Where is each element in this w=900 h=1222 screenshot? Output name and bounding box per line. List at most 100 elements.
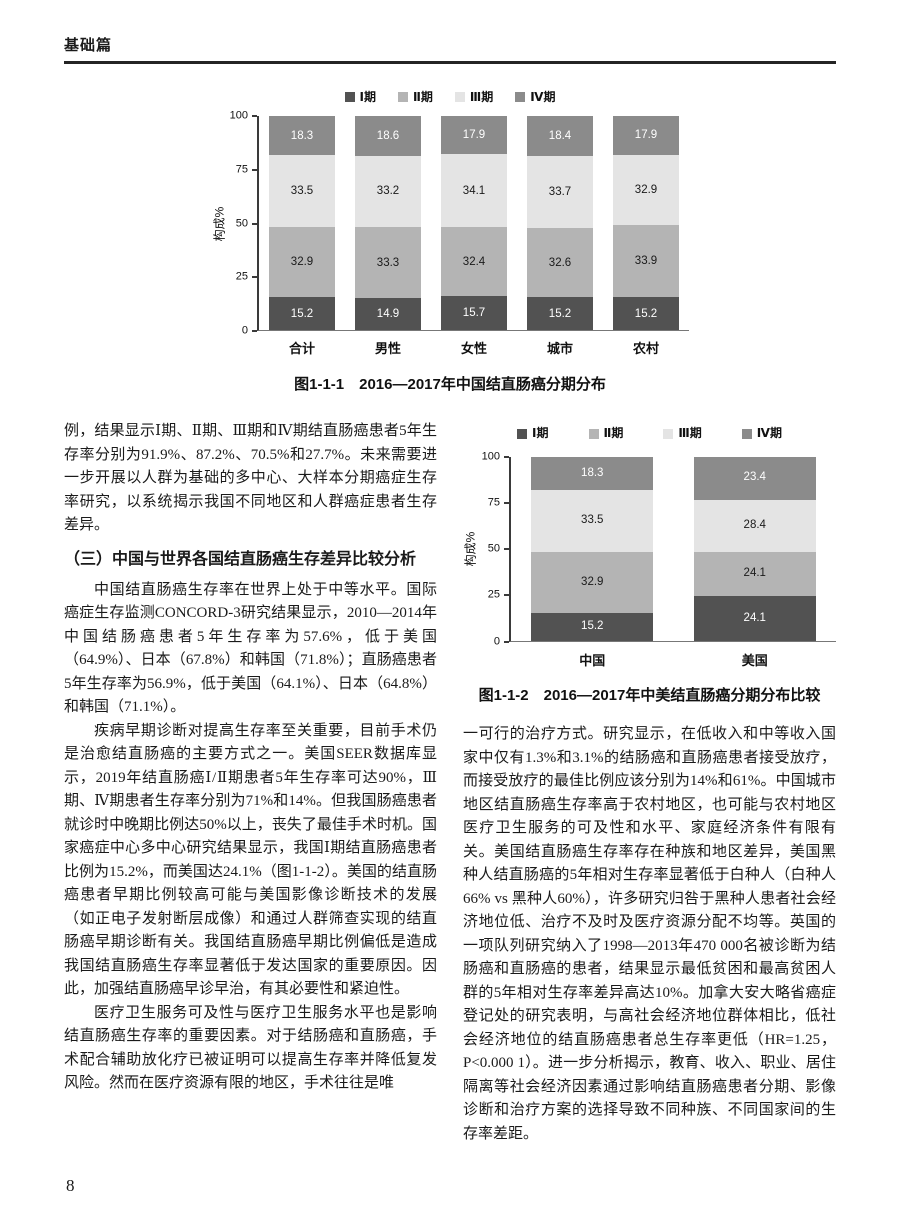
legend-label: Ⅲ期: [469, 90, 494, 104]
bar-segment: 34.1: [441, 154, 507, 228]
chart-plot-area: 构成% 0 25 50 75 100 15.2 32.9 33.5 18.3 中国 24.1 24.…: [463, 451, 836, 668]
page-number: 8: [66, 1176, 75, 1195]
left-column: 例，结果显示Ⅰ期、Ⅱ期、Ⅲ期和Ⅳ期结直肠癌患者5年生存率分别为91.9%、87.…: [64, 420, 437, 1146]
bar-segment: 33.5: [269, 155, 335, 228]
paragraph: 医疗卫生服务可及性与医疗卫生服务水平也是影响结直肠癌生存率的重要因素。对于结肠癌…: [64, 1004, 437, 1092]
paragraph: 中国结直肠癌生存率在世界上处于中等水平。国际癌症生存监测CONCORD-3研究结…: [64, 581, 437, 716]
bars-area: 15.2 32.9 33.5 18.3 合计 14.9 33.3 33.2 18.6 男性 15.7…: [257, 116, 689, 356]
bar-category-label: 男性: [374, 341, 401, 356]
right-column: Ⅰ期 Ⅱ期 Ⅲ期 Ⅳ期 构成% 0 25 50 75 100 15.2 32.9 33.5 18.3…: [463, 420, 836, 1146]
y-axis: 0 25 50 75 100: [479, 451, 509, 647]
legend-label: Ⅳ期: [756, 426, 782, 440]
subsection-heading: （三）中国与世界各国结直肠癌生存差异比较分析: [64, 550, 417, 568]
legend-swatch-icon: [454, 91, 465, 102]
bar-segment: 33.2: [355, 155, 421, 227]
bar-column: 14.9 33.3 33.2 18.6 男性: [355, 116, 421, 356]
bar-column: 15.2 32.9 33.5 18.3 合计: [269, 116, 335, 356]
bar-segment: 14.9: [355, 298, 421, 330]
section-title: 基础篇: [64, 37, 113, 54]
bar-segment: 32.4: [441, 227, 507, 297]
y-axis-tick-label: 75: [235, 163, 248, 176]
bar-segment: 24.1: [693, 551, 816, 597]
bar-segment: 15.2: [613, 297, 679, 330]
page-header: 基础篇: [64, 34, 836, 64]
bar-category-label: 美国: [741, 652, 768, 668]
bar-segment: 15.2: [531, 612, 654, 641]
legend-label: Ⅲ期: [678, 426, 702, 440]
legend-item: Ⅰ期: [517, 422, 549, 446]
legend-label: Ⅱ期: [603, 426, 624, 440]
legend-item: Ⅳ期: [741, 422, 782, 446]
y-axis-tick-mark: [252, 168, 257, 171]
bar-segment: 18.4: [527, 116, 593, 156]
two-column-text: 例，结果显示Ⅰ期、Ⅱ期、Ⅲ期和Ⅳ期结直肠癌患者5年生存率分别为91.9%、87.…: [64, 420, 836, 1146]
legend-swatch-icon: [588, 428, 599, 439]
stacked-bar: 15.2 33.9 32.9 17.9: [613, 116, 679, 330]
bars-area: 15.2 32.9 33.5 18.3 中国 24.1 24.1 28.4 23.4 美国: [509, 456, 836, 668]
legend-item: Ⅱ期: [398, 88, 433, 105]
legend-swatch-icon: [398, 91, 408, 102]
bar-segment: 15.2: [527, 297, 593, 330]
bar-segment: 18.3: [531, 456, 654, 491]
bar-segment: 32.6: [527, 227, 593, 298]
stacked-bar: 15.7 32.4 34.1 17.9: [441, 116, 507, 330]
y-axis-tick-label: 0: [493, 635, 500, 647]
legend-item: Ⅱ期: [588, 422, 624, 446]
paragraph: 一可行的治疗方式。研究显示，在低收入和中等收入国家中仅有1.3%和3.1%的结肠…: [463, 726, 836, 1142]
bar-category-label: 女性: [460, 341, 487, 356]
bar-segment: 32.9: [269, 227, 335, 298]
y-axis-tick-label: 25: [235, 270, 248, 283]
legend-item: Ⅲ期: [663, 422, 702, 446]
legend-swatch-icon: [741, 428, 752, 439]
y-axis-tick-label: 100: [229, 109, 248, 122]
paragraph: 例，结果显示Ⅰ期、Ⅱ期、Ⅲ期和Ⅳ期结直肠癌患者5年生存率分别为91.9%、87.…: [64, 423, 437, 533]
bar-segment: 18.3: [269, 116, 335, 156]
bar-segment: 28.4: [693, 499, 816, 552]
header-rule: [64, 61, 836, 64]
bar-segment: 33.9: [613, 224, 679, 298]
stacked-bar: 15.2 32.9 33.5 18.3: [531, 456, 654, 641]
legend-swatch-icon: [515, 91, 526, 102]
y-axis-label-wrap: 构成%: [463, 457, 479, 642]
y-axis-label-wrap: 构成%: [211, 116, 227, 331]
bar-segment: 32.9: [531, 552, 654, 613]
legend-swatch-icon: [663, 428, 674, 439]
bar-segment: 15.2: [269, 297, 335, 330]
bar-segment: 33.7: [527, 155, 593, 228]
legend-label: Ⅰ期: [359, 90, 376, 104]
y-axis-tick-mark: [504, 594, 509, 597]
bar-segment: 23.4: [693, 456, 816, 500]
legend-label: Ⅱ期: [413, 90, 433, 104]
y-axis-tick-mark: [504, 455, 509, 458]
legend-item: Ⅰ期: [344, 88, 376, 105]
y-axis-label: 构成%: [212, 206, 227, 241]
bar-category-label: 合计: [288, 341, 315, 356]
bar-category-label: 中国: [579, 652, 606, 668]
bar-segment: 33.5: [531, 490, 654, 553]
figure-1-1-2: Ⅰ期 Ⅱ期 Ⅲ期 Ⅳ期 构成% 0 25 50 75 100 15.2 32.9 33.5 18.3…: [463, 422, 836, 707]
y-axis-tick-mark: [252, 115, 257, 117]
chart-legend: Ⅰ期 Ⅱ期 Ⅲ期 Ⅳ期: [211, 88, 689, 105]
bar-column: 15.7 32.4 34.1 17.9 女性: [441, 116, 507, 356]
bar-column: 15.2 32.9 33.5 18.3 中国: [531, 456, 654, 668]
stacked-bar: 15.2 32.6 33.7 18.4: [527, 116, 593, 330]
y-axis-tick-mark: [252, 276, 257, 279]
y-axis-tick-mark: [252, 330, 257, 332]
y-axis-tick-label: 75: [487, 496, 500, 509]
legend-item: Ⅳ期: [515, 88, 555, 105]
y-axis-tick-mark: [504, 501, 509, 504]
bar-segment: 33.3: [355, 226, 421, 299]
legend-label: Ⅳ期: [530, 90, 556, 104]
y-axis-tick-label: 0: [241, 324, 248, 337]
figure-caption: 图1-1-1 2016—2017年中国结直肠癌分期分布: [294, 376, 606, 393]
stacked-bar: 15.2 32.9 33.5 18.3: [269, 116, 335, 330]
bar-category-label: 农村: [632, 341, 659, 356]
stacked-bar: 24.1 24.1 28.4 23.4: [693, 456, 816, 641]
bar-column: 15.2 33.9 32.9 17.9 农村: [613, 116, 679, 356]
bar-column: 24.1 24.1 28.4 23.4 美国: [693, 456, 816, 668]
bar-column: 15.2 32.6 33.7 18.4 城市: [527, 116, 593, 356]
bar-segment: 17.9: [613, 116, 679, 155]
y-axis-tick-label: 25: [487, 588, 500, 601]
bar-segment: 18.6: [355, 116, 421, 156]
legend-swatch-icon: [344, 91, 355, 102]
